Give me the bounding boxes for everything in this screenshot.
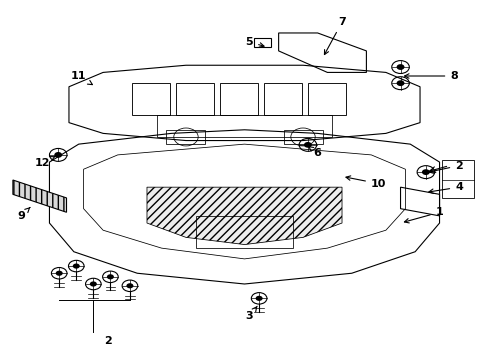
Text: 9: 9	[17, 207, 30, 221]
Text: 11: 11	[71, 71, 92, 85]
Circle shape	[54, 152, 62, 158]
Text: 12: 12	[34, 156, 55, 168]
Text: 7: 7	[324, 17, 345, 55]
Polygon shape	[13, 180, 66, 212]
Text: 1: 1	[404, 207, 443, 223]
Circle shape	[56, 271, 62, 276]
Text: 3: 3	[245, 306, 257, 321]
Polygon shape	[147, 187, 341, 244]
Circle shape	[396, 80, 404, 86]
Circle shape	[107, 274, 114, 279]
Bar	[132, 83, 170, 116]
Circle shape	[396, 64, 404, 70]
Bar	[264, 83, 302, 116]
Bar	[220, 83, 258, 116]
Bar	[176, 83, 214, 116]
Text: 10: 10	[345, 176, 386, 189]
Bar	[441, 160, 473, 198]
Text: 5: 5	[245, 37, 264, 47]
Bar	[195, 216, 293, 248]
Circle shape	[90, 282, 97, 287]
Circle shape	[255, 296, 262, 301]
Text: 2: 2	[104, 336, 112, 346]
Circle shape	[304, 142, 311, 148]
Bar	[157, 116, 331, 137]
Text: 4: 4	[428, 182, 462, 193]
Bar	[307, 83, 345, 116]
Text: 8: 8	[404, 71, 457, 81]
Circle shape	[126, 283, 133, 288]
Circle shape	[73, 264, 80, 269]
Text: 6: 6	[308, 147, 321, 158]
Circle shape	[421, 169, 429, 175]
Text: 2: 2	[428, 161, 462, 173]
